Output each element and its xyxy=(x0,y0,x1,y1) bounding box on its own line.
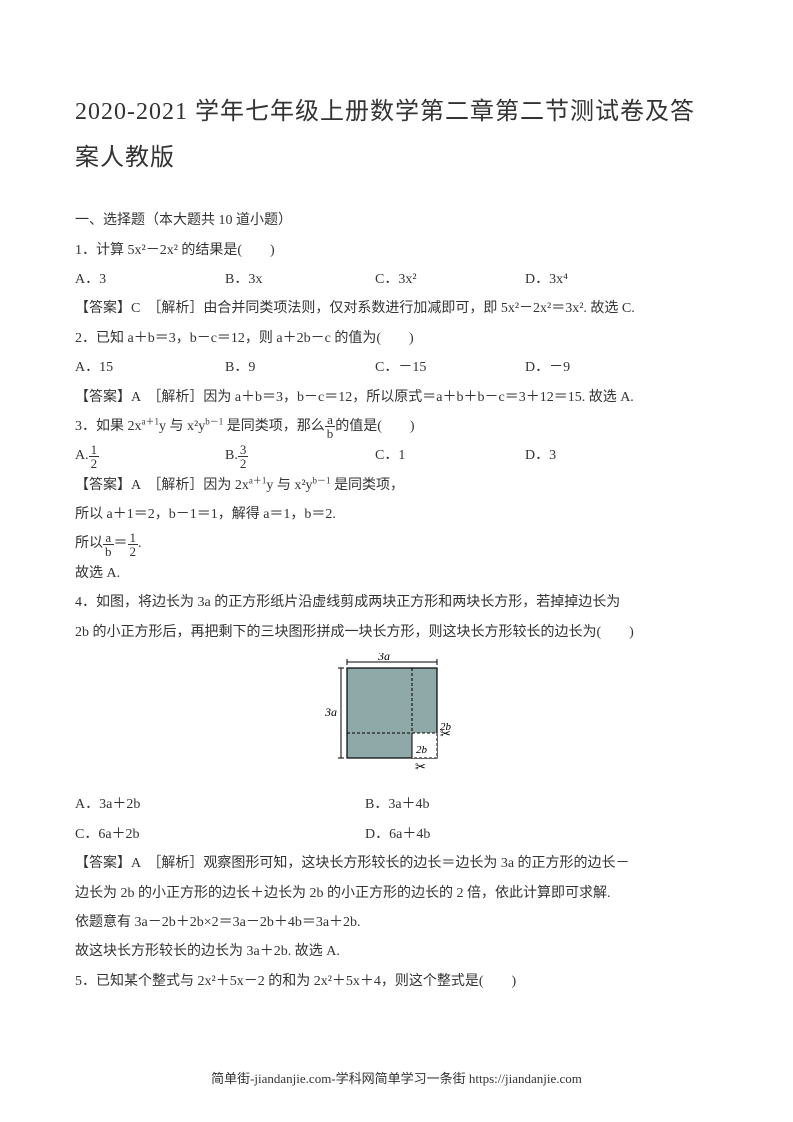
q3-exp-a: a＋1 xyxy=(142,416,160,426)
q4-figure: ✂ ✂ 3a 3a 2b 2b xyxy=(75,653,718,784)
frac-den: b xyxy=(103,545,114,558)
q1-answer: 【答案】C ［解析］由合并同类项法则，仅对系数进行加减即可，即 5x²－2x²＝… xyxy=(75,294,718,323)
label-2b-a: 2b xyxy=(440,721,452,733)
q3-frac-b: 32 xyxy=(238,443,249,470)
q3-ans2: 所以 a＋1＝2，b－1＝1，解得 a＝1，b＝2. xyxy=(75,500,718,529)
frac-den: 2 xyxy=(89,457,100,470)
q3-stem: 3．如果 2xa＋1y 与 x²yb－1 是同类项，那么ab的值是( ) xyxy=(75,412,718,441)
q3-ans-exp-a: a＋1 xyxy=(249,475,267,485)
page-title: 2020-2021 学年七年级上册数学第二章第二节测试卷及答案人教版 xyxy=(75,90,718,181)
label-2b-b: 2b xyxy=(416,744,428,756)
q3-opt-c: C．1 xyxy=(375,441,525,470)
q1-opt-a: A．3 xyxy=(75,265,225,294)
q4-ans1: 【答案】A ［解析］观察图形可知，这块长方形较长的边长＝边长为 3a 的正方形的… xyxy=(75,849,718,878)
diagram-svg: ✂ ✂ 3a 3a 2b 2b xyxy=(322,653,472,773)
q4-stem2: 2b 的小正方形后，再把剩下的三块图形拼成一块长方形，则这块长方形较长的边长为(… xyxy=(75,618,718,647)
q3-ans4: 故选 A. xyxy=(75,559,718,588)
frac-num: 1 xyxy=(128,531,139,545)
q1-opt-d: D．3x⁴ xyxy=(525,265,675,294)
q2-opt-d: D．－9 xyxy=(525,353,675,382)
frac-num: a xyxy=(103,531,114,545)
q3-frac-a: 12 xyxy=(89,443,100,470)
q4-options-row2: C．6a＋2b D．6a＋4b xyxy=(75,820,718,849)
q4-ans4: 故这块长方形较长的边长为 3a＋2b. 故选 A. xyxy=(75,937,718,966)
q3-ans3: 所以ab＝12. xyxy=(75,529,718,558)
q1-opt-b: B．3x xyxy=(225,265,375,294)
q4-opt-c: C．6a＋2b xyxy=(75,820,365,849)
square-diagram: ✂ ✂ 3a 3a 2b 2b xyxy=(322,653,472,773)
q3-frac-half: 12 xyxy=(128,531,139,558)
frac-num: 3 xyxy=(238,443,249,457)
q3-stem-d: 的值是( ) xyxy=(335,419,414,434)
q3-ans1-b: y 与 x²y xyxy=(266,478,312,493)
frac-num: a xyxy=(325,413,336,427)
q2-options: A．15 B．9 C．－15 D．－9 xyxy=(75,353,718,382)
frac-den: b xyxy=(325,427,336,440)
frac-den: 2 xyxy=(238,457,249,470)
page-footer: 简单街-jiandanjie.com-学科网简单学习一条街 https://ji… xyxy=(0,1068,793,1087)
q2-opt-b: B．9 xyxy=(225,353,375,382)
opt-label: B. xyxy=(225,448,238,463)
q4-opt-a: A．3a＋2b xyxy=(75,790,365,819)
q2-opt-a: A．15 xyxy=(75,353,225,382)
q2-answer: 【答案】A ［解析］因为 a＋b＝3，b－c＝12，所以原式＝a＋b＋b－c＝3… xyxy=(75,383,718,412)
q3-stem-c: 是同类项，那么 xyxy=(223,419,325,434)
q5-stem: 5．已知某个整式与 2x²＋5x－2 的和为 2x²＋5x＋4，则这个整式是( … xyxy=(75,967,718,996)
q4-opt-b: B．3a＋4b xyxy=(365,790,655,819)
q3-stem-a: 3．如果 2x xyxy=(75,419,142,434)
section-header: 一、选择题（本大题共 10 道小题） xyxy=(75,206,718,235)
q2-opt-c: C．－15 xyxy=(375,353,525,382)
q3-ans3-a: 所以 xyxy=(75,536,103,551)
q4-ans2: 边长为 2b 的小正方形的边长＋边长为 2b 的小正方形的边长的 2 倍，依此计… xyxy=(75,879,718,908)
q1-stem: 1．计算 5x²－2x² 的结果是( ) xyxy=(75,236,718,265)
frac-den: 2 xyxy=(128,545,139,558)
q1-options: A．3 B．3x C．3x² D．3x⁴ xyxy=(75,265,718,294)
q4-opt-d: D．6a＋4b xyxy=(365,820,655,849)
frac-num: 1 xyxy=(89,443,100,457)
q3-opt-d: D．3 xyxy=(525,441,675,470)
q3-options: A.12 B.32 C．1 D．3 xyxy=(75,441,718,470)
label-3a-top: 3a xyxy=(377,653,390,663)
q3-ans1: 【答案】A ［解析］因为 2xa＋1y 与 x²yb－1 是同类项， xyxy=(75,471,718,500)
q3-ans1-a: 【答案】A ［解析］因为 2x xyxy=(75,478,249,493)
q3-ans3-b: ＝ xyxy=(114,536,128,551)
q3-opt-b: B.32 xyxy=(225,441,375,470)
page: 2020-2021 学年七年级上册数学第二章第二节测试卷及答案人教版 一、选择题… xyxy=(0,0,793,1036)
q2-stem: 2．已知 a＋b＝3，b－c＝12，则 a＋2b－c 的值为( ) xyxy=(75,324,718,353)
opt-label: A. xyxy=(75,448,89,463)
label-3a-left: 3a xyxy=(324,705,337,719)
q3-frac-ab2: ab xyxy=(103,531,114,558)
q3-frac-ab: ab xyxy=(325,413,336,440)
scissors-icon: ✂ xyxy=(415,759,426,773)
q3-ans1-c: 是同类项， xyxy=(331,478,405,493)
content-section: 一、选择题（本大题共 10 道小题） 1．计算 5x²－2x² 的结果是( ) … xyxy=(75,206,718,996)
q3-opt-a: A.12 xyxy=(75,441,225,470)
q4-options-row1: A．3a＋2b B．3a＋4b xyxy=(75,790,718,819)
q3-ans3-c: . xyxy=(138,536,142,551)
q4-ans3: 依题意有 3a－2b＋2b×2＝3a－2b＋4b＝3a＋2b. xyxy=(75,908,718,937)
q3-exp-b: b－1 xyxy=(205,416,223,426)
q3-ans-exp-b: b－1 xyxy=(313,475,331,485)
q1-opt-c: C．3x² xyxy=(375,265,525,294)
q4-stem1: 4．如图，将边长为 3a 的正方形纸片沿虚线剪成两块正方形和两块长方形，若掉掉边… xyxy=(75,588,718,617)
q3-stem-b: y 与 x²y xyxy=(159,419,205,434)
